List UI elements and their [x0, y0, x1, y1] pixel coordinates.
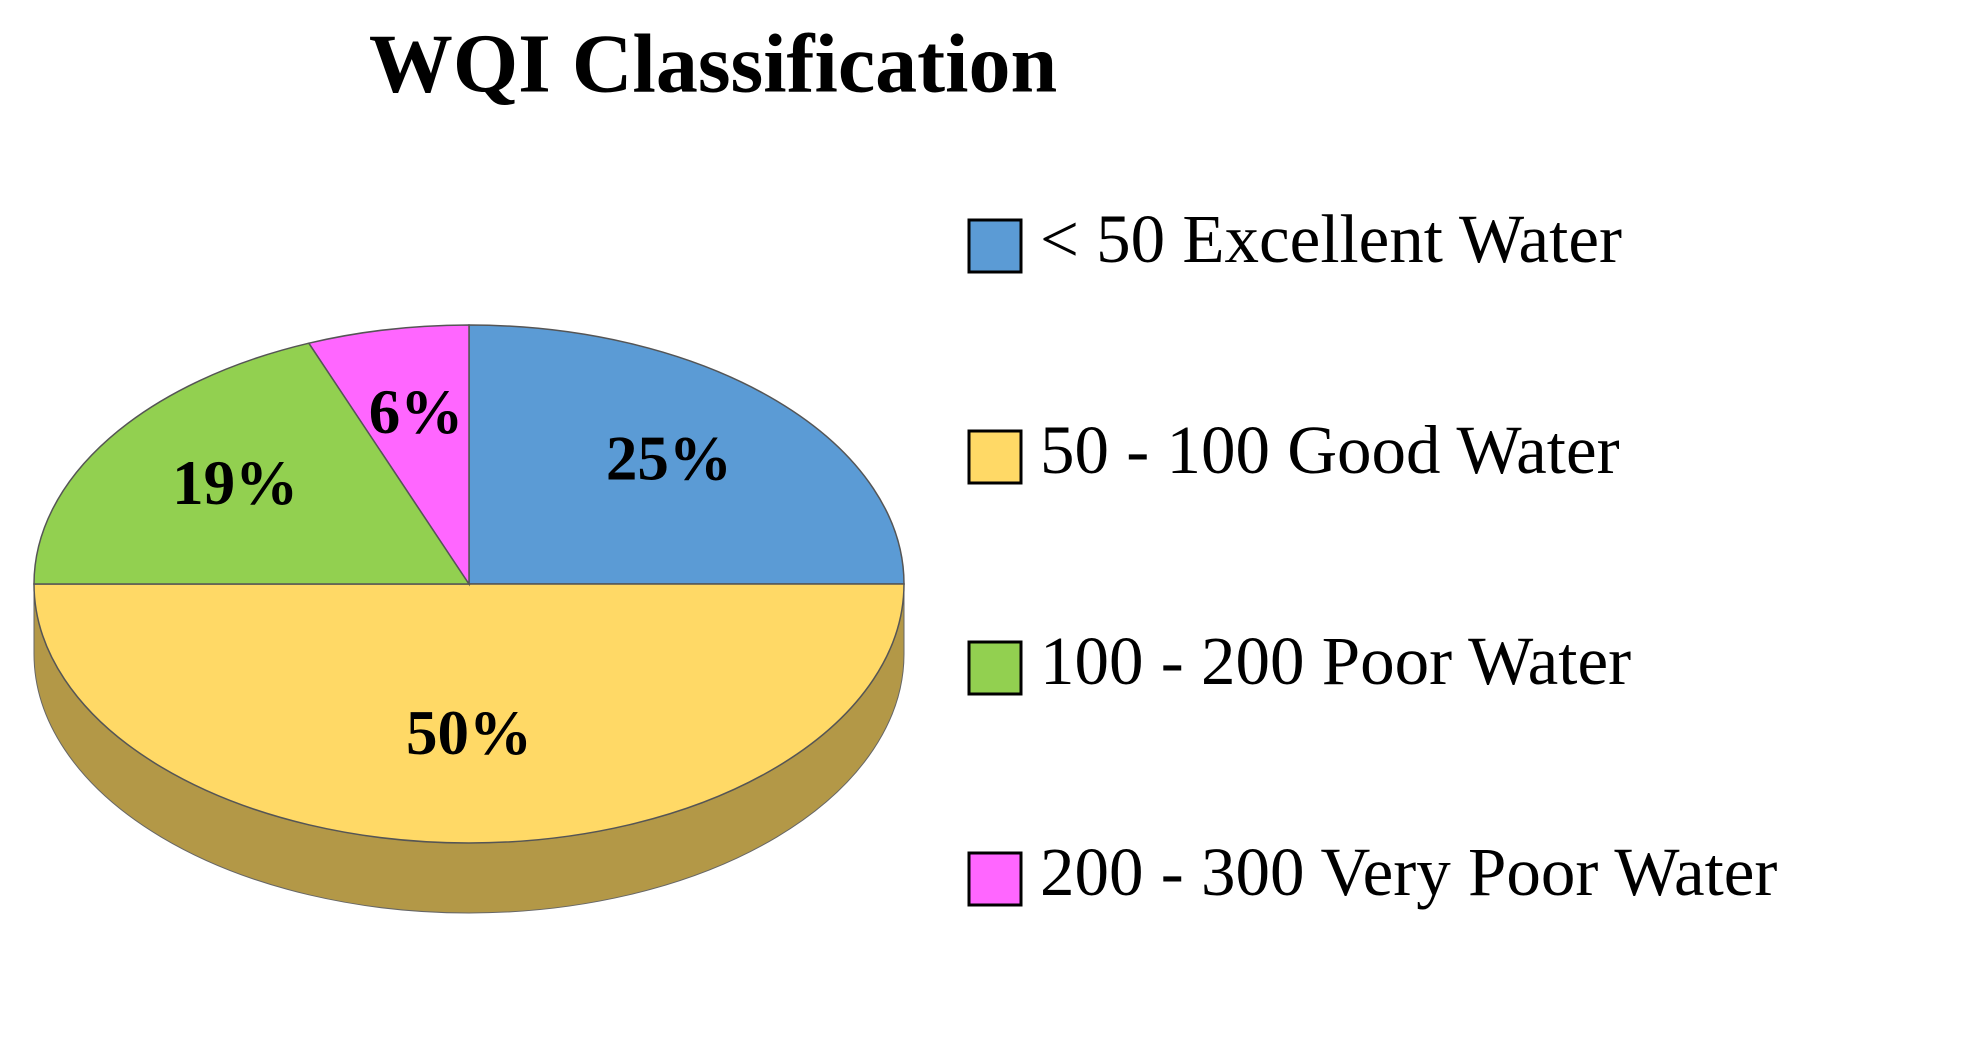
data-label: 25% [606, 423, 732, 493]
data-label: 50% [406, 698, 532, 768]
pie-slice [33, 342, 471, 585]
legend-swatch [967, 218, 1023, 274]
data-label: 19% [172, 448, 298, 518]
legend-label: 100 - 200 Poor Water [1040, 623, 1631, 699]
legend-swatch [967, 640, 1023, 696]
legend-swatch [967, 851, 1023, 907]
legend-label: 200 - 300 Very Poor Water [1040, 834, 1777, 910]
pie-slice [307, 324, 470, 587]
pie-slice [468, 324, 905, 585]
pie-slice [33, 583, 905, 844]
data-label: 6% [369, 377, 464, 447]
legend-swatch [967, 429, 1023, 485]
chart-title: WQI Classification [369, 17, 1057, 110]
legend-label: < 50 Excellent Water [1040, 201, 1622, 277]
legend-label: 50 - 100 Good Water [1040, 412, 1620, 488]
